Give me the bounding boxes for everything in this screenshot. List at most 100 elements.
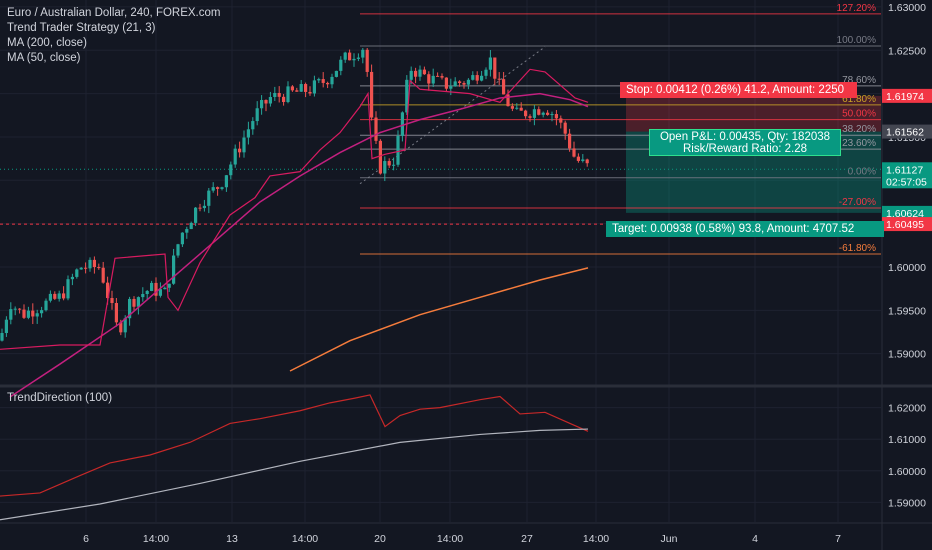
fib-trend-line — [359, 46, 546, 185]
candle-body — [559, 118, 563, 123]
ma50-line — [9, 92, 589, 398]
candle-body — [84, 267, 88, 269]
candle-body — [418, 69, 422, 77]
candle-body — [273, 92, 277, 98]
trend-direction-line — [0, 394, 589, 497]
x-tick-label: 6 — [83, 533, 89, 545]
candle-body — [53, 293, 57, 299]
fib-level-label: 61.80% — [842, 94, 876, 105]
candle-body — [387, 161, 391, 166]
candle-body — [277, 92, 281, 97]
target-box[interactable]: Target: 0.00938 (0.58%) 93.8, Amount: 47… — [606, 221, 884, 237]
fib-level-label: 38.20% — [842, 124, 876, 135]
candle-body — [172, 255, 176, 284]
trend-direction-baseline — [0, 428, 589, 521]
candle-body — [154, 282, 158, 296]
candle-body — [202, 205, 206, 209]
x-tick-label: 14:00 — [143, 533, 169, 545]
y-tick-label: 1.62500 — [888, 45, 926, 57]
candle-body — [475, 75, 479, 81]
risk-reward-text: Risk/Reward Ratio: 2.28 — [683, 143, 807, 155]
candle-body — [414, 70, 418, 77]
candle-body — [229, 164, 233, 176]
candle-body — [75, 269, 79, 277]
candle-body — [546, 112, 550, 115]
countdown-label: 02:57:05 — [886, 176, 927, 188]
candle-body — [211, 187, 215, 191]
candle-body — [260, 100, 264, 109]
candle-body — [255, 108, 259, 122]
indicator-title[interactable]: TrendDirection (100) — [7, 392, 113, 404]
price-axis-label-bg — [882, 124, 932, 139]
x-tick-label: 20 — [374, 533, 386, 545]
candle-body — [290, 86, 294, 91]
y-tick-label: 1.60000 — [888, 262, 926, 274]
open-pnl-box[interactable]: Open P&L: 0.00435, Qty: 182038 Risk/Rewa… — [649, 129, 841, 156]
ma50-label[interactable]: MA (50, close) — [7, 52, 81, 64]
candle-body — [488, 57, 492, 70]
candles-group — [0, 47, 589, 342]
fib-level-label: -27.00% — [839, 197, 876, 208]
candle-body — [167, 283, 171, 288]
candle-body — [128, 298, 132, 319]
y-tick-label: 1.59500 — [888, 305, 926, 317]
x-tick-label: 14:00 — [292, 533, 318, 545]
x-tick-label: 4 — [752, 533, 758, 545]
candle-body — [392, 164, 396, 166]
candle-body — [304, 84, 308, 92]
fib-level-label: 100.00% — [837, 35, 877, 46]
candle-body — [224, 175, 228, 188]
candle-body — [436, 75, 440, 77]
candle-body — [524, 110, 528, 117]
candle-body — [515, 107, 519, 109]
fib-level-label: 78.60% — [842, 75, 876, 86]
candle-body — [238, 148, 242, 153]
candle-body — [585, 159, 589, 164]
fib-level-label: 127.20% — [837, 3, 877, 14]
candle-body — [62, 293, 66, 299]
candle-body — [264, 100, 268, 104]
candle-body — [92, 259, 96, 268]
stop-zone — [626, 95, 881, 132]
candle-body — [97, 267, 101, 269]
candle-body — [449, 86, 453, 89]
price-axis-label-bg — [882, 162, 932, 189]
stop-box[interactable]: Stop: 0.00412 (0.26%) 41.2, Amount: 2250 — [620, 82, 857, 98]
candle-body — [141, 294, 145, 298]
candle-body — [440, 76, 444, 78]
indicator-y-tick-label: 1.59000 — [888, 497, 926, 509]
fib-level-label: -61.80% — [839, 243, 876, 254]
candle-body — [497, 78, 501, 80]
candle-body — [484, 69, 488, 76]
candle-body — [299, 84, 303, 92]
candle-body — [268, 97, 272, 104]
candle-body — [444, 77, 448, 89]
candle-body — [123, 318, 127, 333]
fib-level-label: 0.00% — [848, 167, 876, 178]
candle-body — [339, 59, 343, 71]
strategy-label[interactable]: Trend Trader Strategy (21, 3) — [7, 22, 156, 34]
price-axis-label-bg — [882, 217, 932, 232]
x-tick-label: 13 — [226, 533, 238, 545]
candle-body — [35, 313, 39, 317]
candle-body — [453, 81, 457, 87]
candle-body — [18, 308, 22, 310]
candle-body — [158, 289, 162, 296]
price-axis-label: 1.60495 — [886, 219, 924, 231]
candle-body — [101, 267, 105, 283]
candle-body — [352, 58, 356, 61]
candle-body — [70, 276, 74, 280]
price-axis-label: 1.61127 — [886, 164, 923, 176]
candle-body — [550, 114, 554, 116]
candle-body — [220, 187, 224, 189]
x-tick-label: 14:00 — [583, 533, 609, 545]
candle-body — [532, 109, 536, 118]
ma200-label[interactable]: MA (200, close) — [7, 37, 87, 49]
candle-body — [466, 79, 470, 85]
trend-trader-line — [0, 68, 589, 350]
candle-body — [40, 310, 44, 314]
symbol-title[interactable]: Euro / Australian Dollar, 240, FOREX.com — [7, 7, 221, 19]
candle-body — [189, 222, 193, 230]
price-axis-label-bg — [882, 205, 932, 220]
candle-body — [198, 207, 202, 209]
